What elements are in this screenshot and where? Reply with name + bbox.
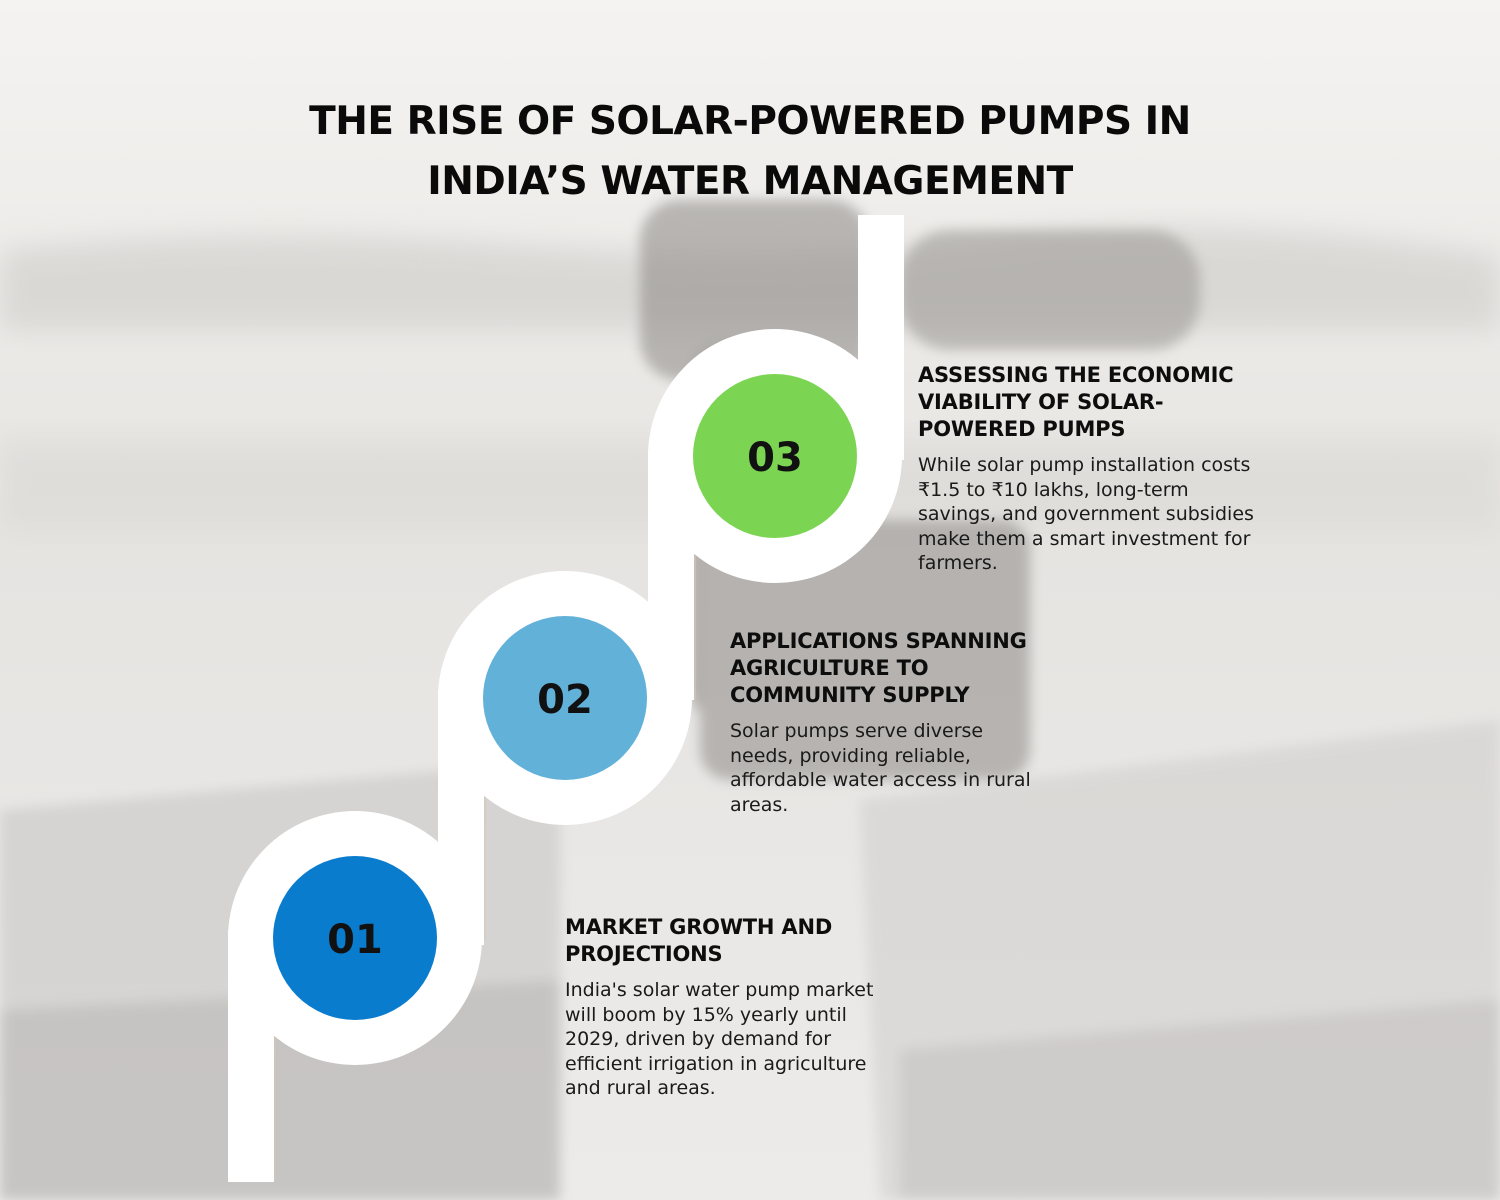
step-number-3: 03 [747, 435, 803, 481]
step-2-block: APPLICATIONS SPANNING AGRICULTURE TO COM… [730, 628, 1050, 817]
step-circle-1 [273, 856, 437, 1020]
step-3-block: ASSESSING THE ECONOMIC VIABILITY OF SOLA… [918, 362, 1263, 576]
step-2-text: Solar pumps serve diverse needs, providi… [730, 720, 1031, 816]
step-number-1: 01 [327, 917, 383, 963]
step-circle-3 [693, 374, 857, 538]
step-circle-2 [483, 616, 647, 780]
step-1-heading: MARKET GROWTH AND PROJECTIONS [565, 915, 833, 966]
step-3-text: While solar pump installation costs ₹1.5… [918, 454, 1254, 574]
step-3-heading: ASSESSING THE ECONOMIC VIABILITY OF SOLA… [918, 363, 1234, 441]
page-title: THE RISE OF SOLAR-POWERED PUMPS IN INDIA… [309, 99, 1191, 204]
step-number-2: 02 [537, 677, 593, 723]
step-1-block: MARKET GROWTH AND PROJECTIONS India's so… [565, 914, 875, 1101]
step-2-heading: APPLICATIONS SPANNING AGRICULTURE TO COM… [730, 629, 1027, 707]
step-1-text: India's solar water pump market will boo… [565, 979, 874, 1099]
